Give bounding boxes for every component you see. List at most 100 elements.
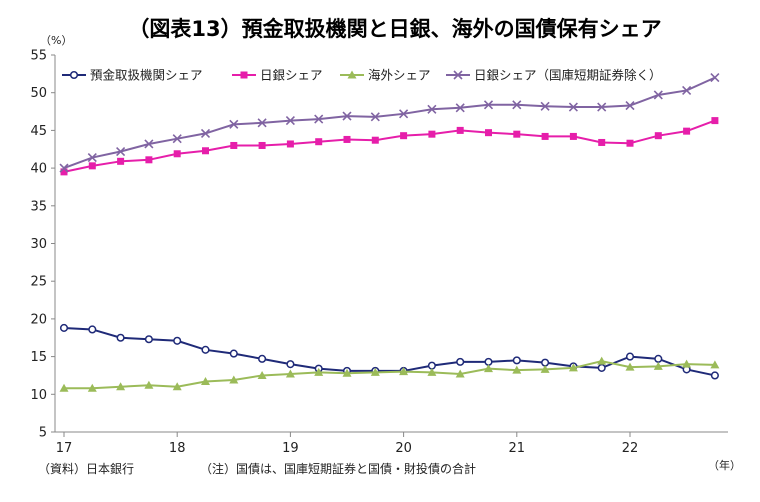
data-point xyxy=(258,354,267,363)
series-line xyxy=(63,119,716,173)
y-tick-label: 5 xyxy=(39,426,47,441)
data-point xyxy=(568,363,578,372)
data-point xyxy=(200,128,211,138)
data-point xyxy=(625,100,635,111)
x-tick-label: 19 xyxy=(282,441,299,456)
chart-title: （図表13）預金取扱機関と日銀、海外の国債保有シェア xyxy=(128,17,661,41)
data-point xyxy=(59,163,69,173)
data-point xyxy=(370,367,380,376)
data-point xyxy=(654,132,662,140)
data-point xyxy=(598,138,606,146)
data-point xyxy=(314,367,324,376)
data-point xyxy=(625,352,635,361)
data-point xyxy=(286,360,295,369)
y-tick-label: 10 xyxy=(30,388,47,403)
data-point xyxy=(88,325,97,334)
data-point xyxy=(654,354,663,363)
x-tick-label: 17 xyxy=(56,441,73,456)
data-point xyxy=(257,118,267,128)
data-point xyxy=(626,139,634,147)
footnote-source: （資料）日本銀行 xyxy=(38,462,134,476)
data-point xyxy=(710,360,720,369)
data-point xyxy=(285,369,295,378)
x-tick-label: 22 xyxy=(622,441,639,456)
footnote-note: （注）国債は、国庫短期証券と国債・財投債の合計 xyxy=(200,461,476,476)
data-point xyxy=(427,367,437,376)
data-point xyxy=(116,333,125,342)
data-point xyxy=(456,357,465,366)
legend-label: 預金取扱機関シェア xyxy=(90,68,203,83)
data-point xyxy=(343,135,351,143)
x-tick-label: 21 xyxy=(509,441,526,456)
legend-marker xyxy=(69,70,79,80)
data-point xyxy=(315,138,323,146)
series-line xyxy=(63,76,716,170)
legend-label: 海外シェア xyxy=(368,68,431,83)
legend-marker xyxy=(453,70,463,80)
data-point xyxy=(59,323,69,332)
data-point xyxy=(173,336,182,345)
series-4 xyxy=(59,73,720,173)
data-point xyxy=(144,380,154,389)
data-point xyxy=(144,139,154,149)
series-line xyxy=(64,360,715,390)
data-point xyxy=(258,141,266,149)
data-point xyxy=(116,146,126,157)
data-point xyxy=(399,109,409,119)
data-point xyxy=(286,140,294,148)
data-point xyxy=(485,129,492,137)
data-point xyxy=(229,119,239,129)
y-tick-label: 30 xyxy=(30,237,47,252)
y-tick-label: 25 xyxy=(30,275,47,290)
data-point xyxy=(342,111,352,121)
data-point xyxy=(456,126,464,134)
legend-label: 日銀シェア xyxy=(260,68,323,83)
y-axis-unit: （%） xyxy=(40,34,72,47)
data-point xyxy=(710,73,720,83)
legend-item: 日銀シェア（国庫短期証券除く） xyxy=(446,68,662,83)
data-point xyxy=(173,150,181,158)
series-line xyxy=(63,326,716,377)
data-point xyxy=(117,157,125,165)
data-point xyxy=(371,136,379,144)
data-point xyxy=(512,365,522,374)
legend-item: 海外シェア xyxy=(340,68,431,83)
x-tick-label: 18 xyxy=(169,441,186,456)
data-point xyxy=(710,371,719,380)
legend-item: 預金取扱機関シェア xyxy=(62,68,203,83)
legend-marker xyxy=(240,71,248,79)
data-point xyxy=(201,345,210,354)
x-axis-unit: （年） xyxy=(708,458,741,472)
series-2 xyxy=(60,117,719,176)
legend: 預金取扱機関シェア 日銀シェア 海外シェア 日銀シェア（国庫短期証券除く） xyxy=(62,68,662,83)
data-point xyxy=(427,104,437,114)
data-point xyxy=(683,127,691,135)
data-point xyxy=(400,132,408,140)
data-point xyxy=(88,162,96,170)
data-point xyxy=(597,356,607,365)
data-point xyxy=(201,376,210,385)
data-point xyxy=(483,100,494,110)
y-tick-label: 35 xyxy=(30,199,47,214)
data-point xyxy=(172,382,182,391)
data-point xyxy=(314,114,324,124)
data-point xyxy=(597,102,607,112)
data-point xyxy=(625,362,635,371)
y-tick-label: 55 xyxy=(30,49,47,64)
data-point xyxy=(568,102,578,112)
data-point xyxy=(116,382,126,391)
data-point xyxy=(455,369,465,378)
data-point xyxy=(202,147,209,155)
x-tick-label: 20 xyxy=(395,441,412,456)
y-tick-label: 45 xyxy=(30,124,47,139)
data-point xyxy=(145,156,153,164)
data-point xyxy=(428,130,436,138)
data-point xyxy=(87,152,97,163)
data-point xyxy=(399,367,409,376)
series-1 xyxy=(59,323,719,380)
data-point xyxy=(540,101,550,111)
data-point xyxy=(653,90,663,100)
data-point xyxy=(229,375,239,384)
data-point xyxy=(60,168,68,176)
data-point xyxy=(229,349,238,358)
